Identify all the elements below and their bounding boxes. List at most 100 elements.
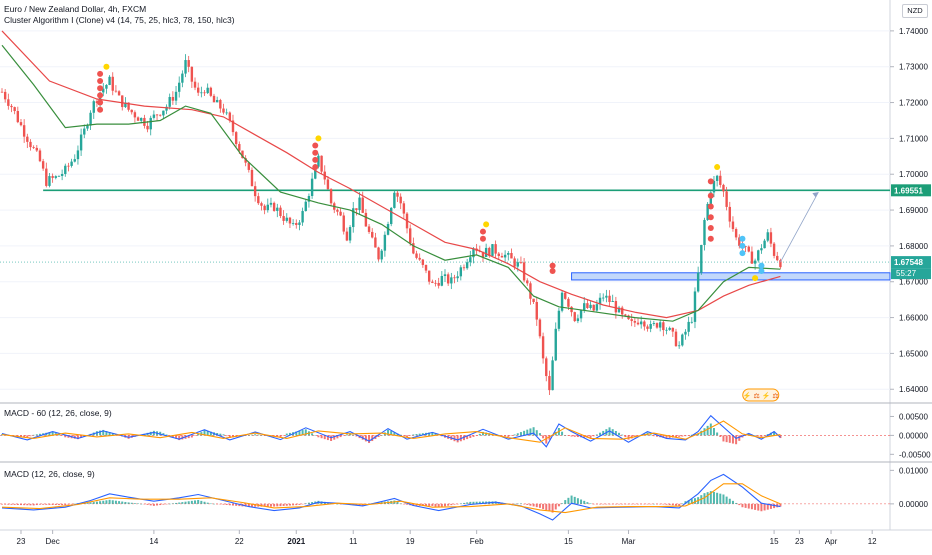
histogram-bar [285, 433, 288, 436]
histogram-bar [35, 434, 38, 436]
histogram-bar [352, 434, 355, 436]
candle-body [744, 246, 747, 248]
histogram-bar [187, 435, 190, 439]
histogram-bar [203, 430, 206, 436]
signal-dot [752, 275, 759, 282]
histogram-bar [450, 503, 453, 506]
currency-button[interactable]: NZD [902, 4, 928, 18]
candle-body [253, 186, 257, 197]
candle-body [263, 205, 266, 211]
histogram-bar [152, 430, 155, 436]
candle-body [408, 228, 412, 244]
candle-body [605, 295, 608, 298]
histogram-bar [219, 433, 222, 436]
histogram-bar [124, 501, 127, 504]
candle-body [121, 95, 124, 108]
histogram-bar [618, 432, 621, 436]
histogram-bar [567, 497, 570, 504]
histogram-bar [529, 503, 532, 506]
candle-body [219, 100, 222, 109]
candle-body [722, 184, 725, 192]
histogram-bar [320, 435, 323, 439]
histogram-bar [589, 435, 592, 439]
histogram-bar [23, 503, 26, 506]
histogram-bar [137, 503, 140, 505]
histogram-bar [576, 498, 579, 504]
candle-body [602, 297, 605, 299]
candle-body [399, 196, 402, 204]
y-tick-label: 1.69000 [899, 206, 928, 215]
histogram-bar [29, 435, 32, 437]
histogram-bar [687, 435, 690, 436]
histogram-bar [38, 433, 41, 436]
histogram-bar [674, 503, 677, 506]
histogram-bar [32, 434, 35, 436]
candle-body [260, 203, 263, 206]
histogram-bar [342, 435, 345, 436]
macd-label[interactable]: MACD (12, 26, close, 9) [4, 469, 95, 479]
candle-body [288, 217, 292, 224]
histogram-bar [171, 435, 174, 438]
candle-body [769, 232, 773, 244]
histogram-bar [561, 431, 564, 436]
candle-body [244, 158, 247, 163]
histogram-bar [184, 501, 187, 504]
x-tick-label: 23 [795, 537, 804, 546]
histogram-bar [538, 433, 541, 436]
histogram-bar [453, 435, 456, 442]
histogram-bar [48, 503, 51, 505]
histogram-bar [769, 503, 772, 509]
candles [0, 54, 782, 395]
histogram-bar [298, 430, 301, 436]
signal-dot [479, 235, 486, 242]
histogram-bar [254, 434, 257, 436]
candle-body [241, 150, 244, 159]
candle-body [538, 319, 542, 337]
candle-body [500, 255, 504, 258]
candle-body [41, 161, 45, 169]
histogram-bar [67, 503, 70, 505]
histogram-bar [697, 433, 700, 436]
indicator-label[interactable]: Cluster Algorithm I (Clone) v4 (14, 75, … [4, 15, 235, 25]
macd60-label[interactable]: MACD - 60 (12, 26, close, 9) [4, 408, 112, 418]
candle-body [304, 201, 307, 212]
histogram-bar [92, 502, 95, 504]
histogram-bar [709, 491, 712, 504]
histogram-bar [744, 435, 747, 436]
histogram-bar [744, 503, 747, 508]
candle-body [586, 303, 589, 309]
histogram-bar [652, 503, 655, 505]
histogram-bar [469, 501, 472, 504]
candle-body [64, 165, 67, 174]
histogram-bar [111, 433, 114, 436]
histogram-bar [355, 435, 358, 437]
candle-body [152, 114, 156, 118]
histogram-bar [42, 503, 45, 505]
candle-body [238, 144, 241, 151]
candle-body [453, 277, 456, 279]
histogram-bar [187, 501, 190, 504]
histogram-bar [504, 435, 507, 437]
candle-body [772, 243, 776, 256]
histogram-bar [89, 502, 92, 504]
histogram-bar [16, 503, 19, 505]
candle-body [548, 376, 551, 391]
symbol-title[interactable]: Euro / New Zealand Dollar, 4h, FXCM [4, 4, 147, 14]
histogram-bar [301, 430, 304, 436]
candle-body [193, 81, 197, 88]
candle-body [228, 112, 232, 121]
histogram-bar [646, 503, 649, 505]
histogram-bar [311, 502, 314, 504]
histogram-bar [292, 503, 295, 506]
histogram-bar [671, 503, 674, 506]
candle-body [427, 270, 431, 282]
histogram-bar [510, 435, 513, 436]
candle-body [630, 319, 633, 322]
histogram-bar [674, 435, 677, 438]
histogram-bar [706, 425, 709, 436]
candle-body [174, 91, 178, 101]
candle-body [7, 99, 10, 106]
histogram-bar [592, 435, 595, 437]
candle-body [655, 323, 659, 328]
